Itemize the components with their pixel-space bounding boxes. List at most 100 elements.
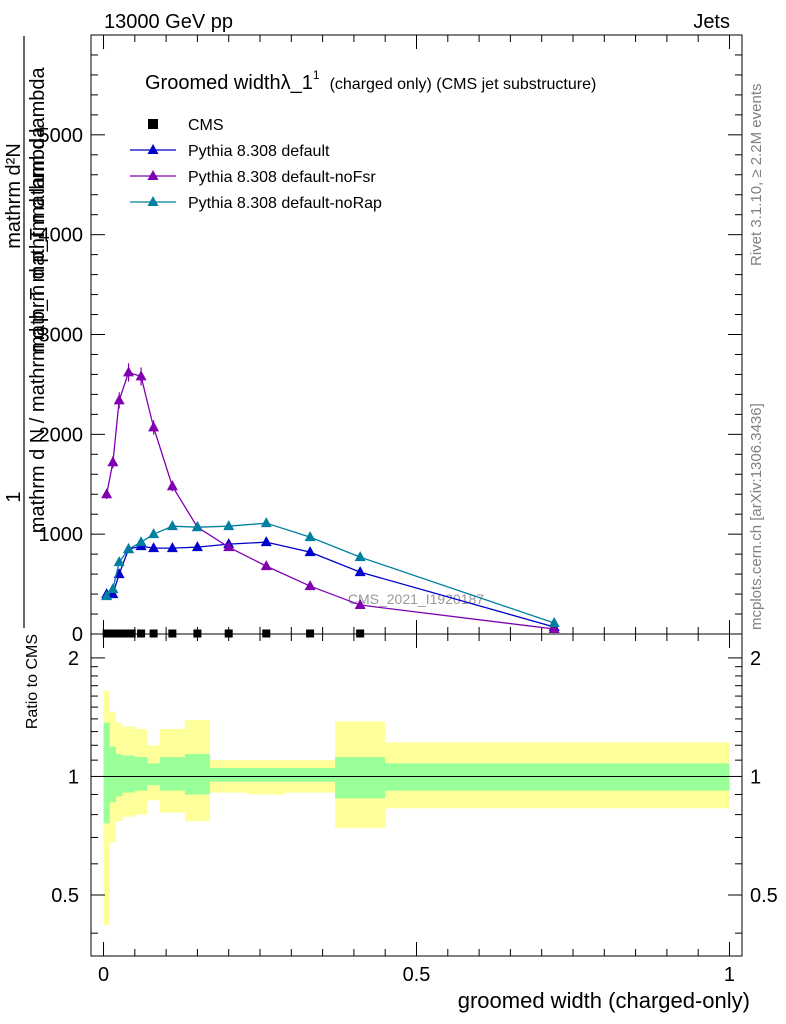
side-label-rivet: Rivet 3.1.10, ≥ 2.2M events	[748, 84, 765, 267]
legend-item-default: Pythia 8.308 default	[130, 143, 330, 160]
data-point-noFsr	[148, 421, 160, 432]
x-tick-label: 0.5	[403, 964, 431, 986]
data-point-noRap	[166, 520, 178, 531]
data-point-noFsr	[260, 560, 272, 571]
data-point-noFsr	[166, 480, 178, 491]
main-y-tick-label: 4000	[39, 225, 84, 247]
legend-marker	[147, 144, 159, 154]
legend-label: Pythia 8.308 default	[188, 143, 330, 160]
header-right: Jets	[693, 11, 730, 33]
data-point-noRap	[107, 583, 119, 594]
data-point-noRap	[191, 521, 203, 532]
data-point-noFsr	[135, 370, 147, 381]
data-point-default	[148, 542, 160, 553]
ratio-y-tick-label-right: 0.5	[750, 885, 778, 907]
ratio-y-label: Ratio to CMS	[24, 634, 41, 729]
ratio-band-inner	[103, 722, 110, 824]
ratio-band-inner	[147, 763, 160, 786]
data-point-default	[166, 542, 178, 553]
ratio-y-tick-label-right: 1	[750, 766, 761, 788]
main-y-tick-label: 5000	[39, 125, 84, 147]
legend-item-cms: CMS	[148, 117, 224, 134]
legend-marker	[147, 170, 159, 180]
ratio-band-inner	[285, 768, 336, 782]
y-label-denominator: mathrm d N / mathrm d p_T mathrm d lambd…	[27, 126, 49, 533]
legend-marker	[148, 119, 158, 129]
plot-title-sup: 1	[313, 68, 320, 82]
legend-item-noFsr: Pythia 8.308 default-noFsr	[130, 169, 376, 186]
data-point-noRap	[148, 528, 160, 539]
plot-subtitle: (charged only) (CMS jet substructure)	[330, 76, 597, 93]
data-point-default	[354, 566, 366, 577]
main-axis-ticks: 0 1000 2000 3000 4000 5000	[39, 35, 742, 646]
ratio-bands	[103, 690, 730, 925]
legend-label: Pythia 8.308 default-noFsr	[188, 169, 376, 186]
data-point-noFsr	[101, 488, 113, 499]
header-left: 13000 GeV pp	[104, 11, 233, 33]
ratio-y-tick-label: 2	[68, 648, 79, 670]
x-tick-label: 0	[98, 964, 109, 986]
watermark: CMS_2021_I1920187	[348, 591, 484, 607]
ratio-band-inner	[109, 746, 117, 803]
series-noRap	[101, 517, 560, 628]
ratio-axis-ticks: 0.5 0.5 1 1 2 2 0 0.5 1	[51, 634, 778, 986]
ratio-band-inner	[159, 757, 185, 791]
side-label-mcplots: mcplots.cern.ch [arXiv:1306.3436]	[748, 403, 765, 630]
data-point-noRap	[113, 556, 125, 567]
data-point-noFsr	[113, 394, 125, 405]
data-point-noFsr	[304, 580, 316, 591]
ratio-band-inner	[247, 768, 286, 782]
legend-marker	[147, 196, 159, 206]
ratio-y-tick-label-right: 2	[750, 648, 761, 670]
y-label-denominator-2: mathrm d p_T mathrm d lambda	[27, 66, 49, 352]
data-point-noRap	[123, 543, 135, 554]
series-line-noFsr	[106, 371, 555, 630]
legend-label: Pythia 8.308 default-noRap	[188, 195, 382, 212]
main-y-label: 1 mathrm d²N mathrm d N / mathrm d p_T m…	[3, 36, 49, 628]
series-default	[101, 536, 560, 632]
y-label-numerator: mathrm d²N	[3, 143, 25, 249]
legend-label: CMS	[188, 117, 224, 134]
legend: CMS Pythia 8.308 default Pythia 8.308 defa…	[130, 117, 382, 212]
main-y-tick-label: 3000	[39, 325, 84, 347]
data-point-noRap	[223, 520, 235, 531]
ratio-band-inner	[122, 755, 135, 793]
y-label-one: 1	[3, 491, 25, 502]
ratio-y-tick-label: 0.5	[51, 885, 79, 907]
data-point-noFsr	[107, 456, 119, 467]
main-y-tick-label: 1000	[39, 524, 84, 546]
data-point-noRap	[101, 590, 113, 601]
ratio-band-inner	[184, 754, 210, 795]
main-y-tick-label: 0	[72, 624, 83, 646]
main-series	[101, 363, 560, 638]
main-y-tick-label: 2000	[39, 424, 84, 446]
data-point-default	[191, 541, 203, 552]
ratio-y-tick-label: 1	[68, 766, 79, 788]
legend-item-noRap: Pythia 8.308 default-noRap	[130, 195, 382, 212]
x-tick-label: 1	[724, 964, 735, 986]
plot-title: Groomed widthλ_11 (charged only) (CMS jet…	[145, 68, 596, 94]
data-point-noRap	[260, 517, 272, 528]
plot-title-main: Groomed widthλ_1	[145, 72, 313, 94]
data-point-default	[304, 546, 316, 557]
series-noFsr	[101, 363, 560, 634]
data-point-noFsr	[354, 599, 366, 610]
x-axis-label: groomed width (charged-only)	[458, 988, 750, 1013]
ratio-panel: 0.5 0.5 1 1 2 2 0 0.5 1 Ratio to CMS groomed wid…	[24, 633, 778, 1013]
data-point-noRap	[304, 531, 316, 542]
data-point-noFsr	[223, 541, 235, 552]
ratio-band-inner	[335, 757, 386, 799]
series-line-default	[106, 541, 555, 628]
data-point-noRap	[135, 536, 147, 547]
data-point-noRap	[354, 551, 366, 562]
ratio-band-inner	[385, 763, 730, 791]
ratio-band-inner	[209, 768, 248, 782]
data-point-noFsr	[123, 366, 135, 377]
ratio-band-inner	[116, 754, 123, 797]
ratio-band-inner	[134, 757, 148, 791]
data-point-default	[260, 536, 272, 547]
data-point-noRap	[548, 617, 560, 628]
data-point-noFsr	[548, 623, 560, 634]
